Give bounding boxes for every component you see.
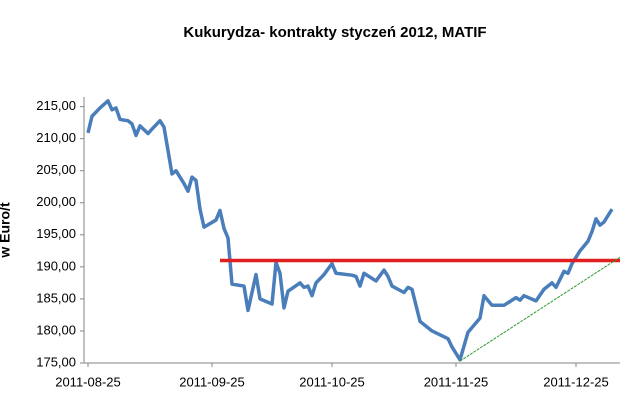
y-tick-label: 175,00 <box>36 354 76 369</box>
y-tick-label: 200,00 <box>36 194 76 209</box>
y-tick-label: 190,00 <box>36 258 76 273</box>
series-line <box>86 99 614 362</box>
y-tick-label: 185,00 <box>36 290 76 305</box>
x-tick-label: 2011-08-25 <box>55 374 121 389</box>
trend-line <box>459 256 620 362</box>
y-tick-label: 205,00 <box>36 162 76 177</box>
x-tick-label: 2011-11-25 <box>424 374 489 389</box>
chart-title: Kukurydza- kontrakty styczeń 2012, MATIF <box>183 24 486 41</box>
x-tick-label: 2011-10-25 <box>299 374 365 389</box>
y-tick-label: 195,00 <box>36 226 76 241</box>
y-tick-label: 215,00 <box>36 98 76 113</box>
y-axis-title: w Euro/t <box>0 202 13 259</box>
y-tick-label: 210,00 <box>36 130 76 145</box>
x-tick-label: 2011-09-25 <box>179 374 245 389</box>
y-tick-label: 180,00 <box>36 322 76 337</box>
x-tick-label: 2011-12-25 <box>543 374 609 389</box>
